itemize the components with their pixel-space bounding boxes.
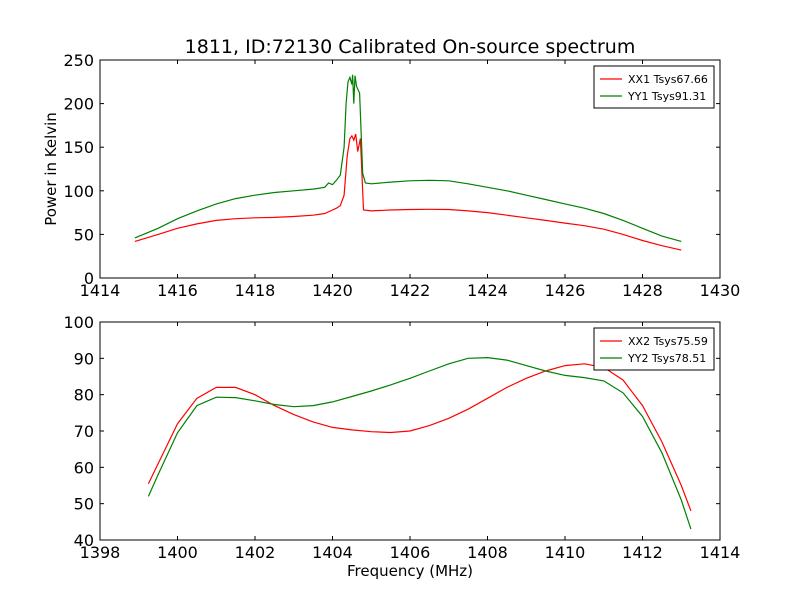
x-tick-label: 1424	[467, 281, 508, 300]
legend-label: YY1 Tsys91.31	[627, 90, 706, 103]
y-tick-label: 70	[74, 422, 94, 441]
bottom-plot-frame	[99, 321, 721, 541]
x-tick-label: 1398	[80, 543, 121, 562]
y-tick-label: 0	[84, 269, 94, 288]
x-tick-label: 1404	[312, 543, 353, 562]
bottom-subplot: Frequency (MHz) 1398 1400 1402 1404 1406 1408…	[63, 313, 740, 580]
x-tick-label: 1408	[467, 543, 508, 562]
legend-label: YY2 Tsys78.51	[627, 352, 706, 365]
y-tick-label: 200	[63, 95, 94, 114]
x-tick-label: 1402	[235, 543, 276, 562]
bottom-tick-labels: 1398 1400 1402 1404 1406 1408 1410 1412 1414 40 50…	[63, 313, 740, 562]
y-tick-label: 150	[63, 138, 94, 157]
x-tick-label: 1422	[390, 281, 431, 300]
x-tick-label: 1428	[622, 281, 663, 300]
bottom-legend: XX2 Tsys75.59 YY2 Tsys78.51	[593, 327, 715, 371]
top-plot-lines	[134, 74, 682, 251]
top-plot-frame	[99, 59, 721, 279]
chart-title: 1811, ID:72130 Calibrated On-source spec…	[185, 36, 636, 58]
x-tick-label: 1400	[157, 543, 198, 562]
y-tick-label: 60	[74, 458, 94, 477]
y-tick-label: 50	[74, 225, 94, 244]
x-tick-label: 1414	[700, 543, 741, 562]
x-tick-label: 1416	[157, 281, 198, 300]
x-tick-label: 1414	[80, 281, 121, 300]
x-tick-label: 1412	[622, 543, 663, 562]
x-tick-label: 1410	[545, 543, 586, 562]
x-tick-label: 1420	[312, 281, 353, 300]
legend-box	[593, 327, 715, 371]
series-line-1	[134, 133, 682, 251]
x-tick-label: 1406	[390, 543, 431, 562]
x-tick-label: 1418	[235, 281, 276, 300]
top-subplot: 1811, ID:72130 Calibrated On-source spec…	[42, 36, 740, 300]
legend-label: XX1 Tsys67.66	[628, 73, 708, 86]
y-tick-label: 50	[74, 495, 94, 514]
legend-box	[593, 65, 715, 109]
y-tick-label: 100	[63, 313, 94, 332]
y-tick-label: 250	[63, 51, 94, 70]
legend-label: XX2 Tsys75.59	[628, 335, 708, 348]
x-axis-label: Frequency (MHz)	[347, 562, 473, 580]
series-line-2	[134, 74, 682, 242]
x-tick-label: 1430	[700, 281, 741, 300]
y-tick-label: 100	[63, 182, 94, 201]
top-legend: XX1 Tsys67.66 YY1 Tsys91.31	[593, 65, 715, 109]
y-tick-label: 40	[74, 531, 94, 550]
y-tick-label: 80	[74, 386, 94, 405]
top-tick-labels: 1414 1416 1418 1420 1422 1424 1426 1428 1430 0 50 1…	[63, 51, 740, 300]
y-tick-label: 90	[74, 349, 94, 368]
top-y-axis-label: Power in Kelvin	[42, 112, 60, 226]
x-tick-label: 1426	[545, 281, 586, 300]
series-line-2	[147, 356, 692, 530]
